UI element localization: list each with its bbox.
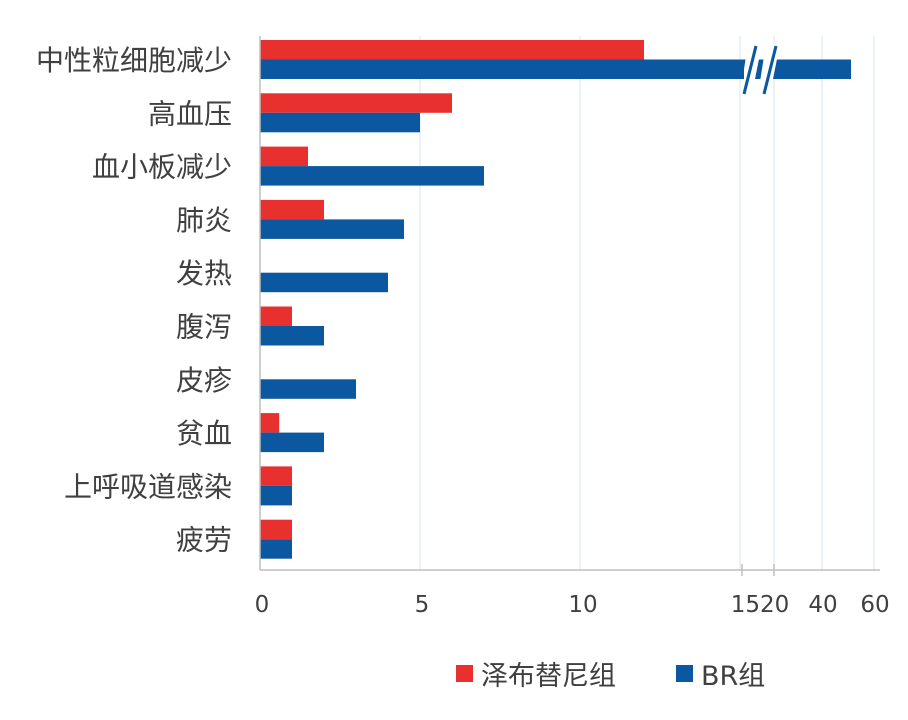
bar-br-6 — [260, 379, 356, 399]
x-tick-label: 1520 — [731, 592, 790, 618]
x-tick-label: 40 — [808, 592, 837, 618]
bar-br-0-segment — [778, 59, 851, 79]
category-label: 高血压 — [148, 97, 232, 130]
category-label: 肺炎 — [176, 204, 232, 237]
legend-swatch-zanubrutinib — [456, 665, 473, 682]
axis-break-marks — [260, 44, 851, 576]
category-label: 腹泻 — [176, 311, 232, 344]
break-slash — [762, 45, 778, 95]
category-label: 上呼吸道感染 — [64, 470, 232, 503]
bar-zanubrutinib-9 — [260, 519, 292, 540]
x-tick-label: 10 — [568, 592, 597, 618]
bar-br-0-segment — [260, 59, 744, 79]
bar-br-3 — [260, 219, 404, 239]
category-label: 中性粒细胞减少 — [36, 44, 232, 77]
category-label: 血小板减少 — [92, 151, 232, 184]
bar-zanubrutinib-2 — [260, 146, 308, 167]
x-tick-labels: 0 5 10 1520 40 60 — [255, 592, 890, 618]
legend-label-zanubrutinib: 泽布替尼组 — [481, 661, 616, 692]
category-label: 贫血 — [176, 417, 232, 450]
bar-br-9 — [260, 539, 292, 559]
x-tick-label: 5 — [415, 592, 430, 618]
bar-br-5 — [260, 326, 324, 346]
bar-br-2 — [260, 166, 484, 186]
x-tick-label: 0 — [255, 592, 270, 618]
bar-br-8 — [260, 485, 292, 506]
bar-br-7 — [260, 432, 324, 453]
bar-zanubrutinib-3 — [260, 199, 324, 220]
bars — [260, 40, 851, 559]
category-label: 发热 — [176, 257, 232, 290]
bar-zanubrutinib-0 — [260, 40, 644, 60]
bar-br-4 — [260, 272, 388, 293]
bar-zanubrutinib-5 — [260, 306, 292, 326]
bar-zanubrutinib-7 — [260, 413, 280, 433]
legend-swatch-br — [676, 665, 693, 682]
break-slash — [742, 45, 758, 95]
legend: 泽布替尼组 BR组 — [456, 661, 765, 692]
legend-label-br: BR组 — [701, 661, 765, 692]
bar-zanubrutinib-1 — [260, 93, 452, 113]
bar-zanubrutinib-8 — [260, 466, 292, 486]
gridlines — [419, 36, 875, 570]
bar-br-1 — [260, 112, 420, 133]
category-label: 皮疹 — [176, 364, 232, 397]
category-label: 疲劳 — [176, 524, 232, 557]
x-tick-label: 60 — [860, 592, 889, 618]
